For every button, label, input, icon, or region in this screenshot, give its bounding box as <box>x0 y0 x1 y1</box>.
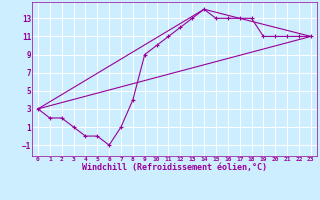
X-axis label: Windchill (Refroidissement éolien,°C): Windchill (Refroidissement éolien,°C) <box>82 163 267 172</box>
